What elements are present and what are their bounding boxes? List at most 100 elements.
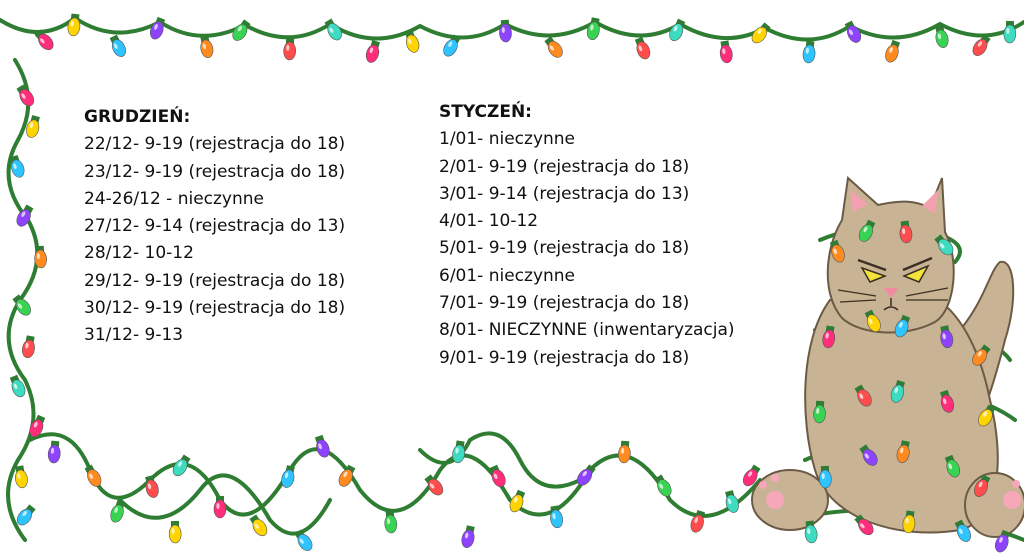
light-bulb [669, 18, 686, 41]
light-bulb [896, 440, 910, 463]
light-bulb [854, 384, 872, 407]
light-bulb [384, 510, 398, 534]
light-bulb [995, 529, 1011, 553]
light-bulb [338, 464, 356, 487]
schedule-line: 9/01- 9-19 (rejestracja do 18) [439, 347, 690, 368]
light-bulb [804, 520, 818, 544]
light-bulb [249, 514, 268, 537]
light-bulb [16, 504, 36, 526]
light-bulb [16, 204, 34, 227]
light-bulb [864, 309, 881, 332]
light-bulb [9, 154, 25, 178]
light-bulb [974, 474, 991, 497]
light-bulb [690, 509, 706, 533]
light-bulb [15, 465, 28, 489]
light-bulb [47, 440, 61, 464]
light-bulb [813, 400, 826, 424]
light-bulb [634, 36, 651, 60]
light-bulb [452, 440, 465, 464]
schedule-line: 29/12- 9-19 (rejestracja do 18) [84, 270, 346, 291]
light-bulb [1003, 20, 1017, 44]
light-bulb [443, 34, 461, 57]
light-bulb [954, 519, 971, 542]
light-bulb [577, 464, 596, 486]
light-bulb [550, 505, 563, 529]
light-bulb [940, 390, 955, 413]
cat-right-eye [902, 264, 930, 283]
light-bulb [935, 25, 949, 48]
light-bulb [654, 474, 672, 497]
light-bulb [424, 474, 444, 496]
light-bulb [168, 520, 182, 544]
light-bulb [110, 499, 126, 523]
light-bulb [9, 374, 26, 398]
january-heading: STYCZEŃ: [439, 102, 532, 122]
light-bulb [12, 294, 31, 316]
schedule-line: 24-26/12 - nieczynne [84, 188, 264, 209]
light-bulb [29, 414, 46, 438]
light-bulb [751, 22, 771, 44]
schedule-line: 27/12- 9-14 (rejestracja do 13) [84, 216, 346, 237]
cat-nose [884, 288, 898, 298]
light-bulb [802, 40, 816, 64]
light-bulb [858, 219, 876, 242]
light-bulb [26, 115, 40, 138]
schedule-line: 23/12- 9-19 (rejestracja do 18) [84, 161, 346, 182]
light-bulb [150, 16, 166, 40]
light-bulb [145, 475, 159, 498]
light-bulb [232, 19, 251, 41]
light-bulb [84, 464, 102, 487]
schedule-line: 5/01- 9-19 (rejestracja do 18) [439, 238, 690, 259]
light-bulb [544, 36, 563, 58]
light-bulb [944, 454, 960, 478]
light-bulb [16, 84, 35, 107]
december-schedule: GRUDZIEŃ: 22/12- 9-19 (rejestracja do 18… [84, 104, 345, 350]
light-bulb [819, 465, 832, 489]
light-bulb [822, 325, 836, 349]
light-bulb [67, 13, 81, 37]
light-bulb [509, 489, 526, 513]
light-bulb [109, 34, 126, 57]
light-bulb [885, 39, 901, 63]
light-bulb [22, 335, 35, 359]
light-bulb [899, 220, 913, 244]
light-bulb [719, 40, 733, 64]
light-bulb [281, 465, 295, 488]
light-bulb [405, 30, 420, 53]
light-bulb [890, 380, 905, 403]
schedule-line: 4/01- 10-12 [439, 211, 539, 232]
light-bulb [461, 525, 475, 548]
schedule-line: 6/01- nieczynne [439, 265, 576, 286]
light-bulb [314, 434, 330, 458]
schedule-line: 8/01- NIECZYNNE (inwentaryzacja) [439, 320, 735, 341]
light-bulb [725, 490, 739, 513]
light-bulb [854, 514, 874, 536]
light-bulb [894, 314, 911, 338]
cat-left-foot [751, 469, 829, 531]
light-bulb [618, 440, 631, 464]
schedule-line: 28/12- 10-12 [84, 243, 194, 264]
light-bulb [859, 444, 878, 466]
january-schedule: STYCZEŃ: 1/01- nieczynne 2/01- 9-19 (rej… [439, 99, 735, 372]
light-bulb [200, 35, 214, 58]
light-bulbs [9, 13, 1017, 553]
light-bulb [844, 20, 862, 43]
cat-left-eye [860, 266, 888, 283]
light-bulb [283, 37, 296, 61]
light-bulb [294, 529, 313, 551]
light-bulb [586, 17, 600, 41]
light-bulb [829, 239, 845, 263]
schedule-line: 30/12- 9-19 (rejestracja do 18) [84, 298, 346, 319]
light-bulb [34, 245, 47, 269]
light-bulb [172, 454, 191, 477]
light-bulb [902, 510, 916, 534]
schedule-line: 22/12- 9-19 (rejestracja do 18) [84, 134, 346, 155]
light-bulb [365, 40, 380, 63]
light-bulb [934, 234, 954, 256]
light-bulb [972, 344, 991, 366]
light-bulb [213, 496, 227, 519]
december-heading: GRUDZIEŃ: [84, 107, 191, 127]
light-bulb [972, 34, 991, 56]
schedule-line: 31/12- 9-13 [84, 325, 184, 346]
